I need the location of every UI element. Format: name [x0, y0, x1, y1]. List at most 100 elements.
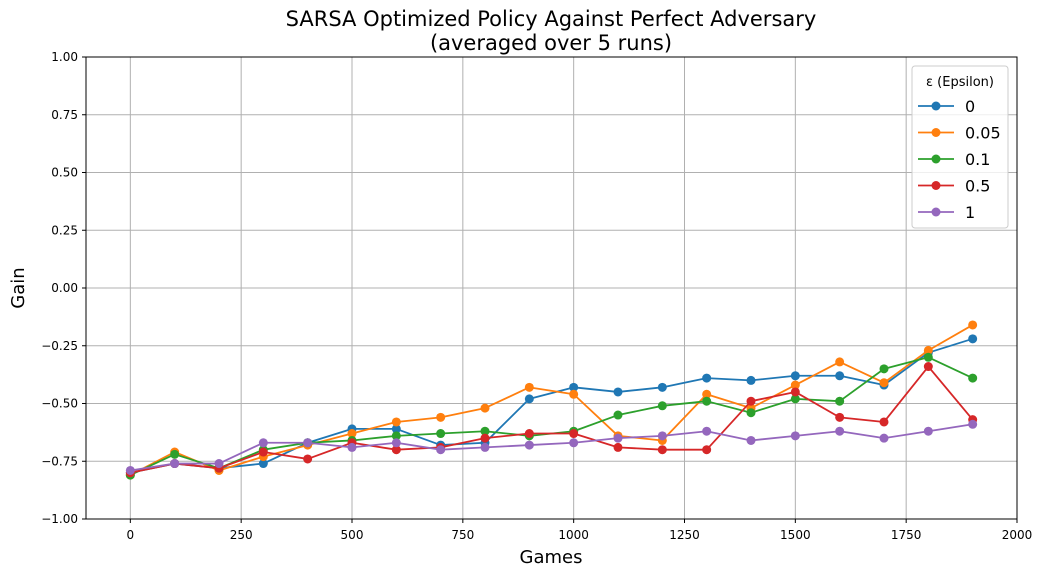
data-point: [125, 465, 135, 475]
legend-marker: [931, 128, 941, 137]
data-point: [657, 431, 667, 441]
data-point: [746, 408, 756, 418]
data-point: [879, 378, 889, 388]
legend-marker: [931, 154, 941, 164]
legend-entry: 1: [918, 203, 975, 222]
series-line: [129, 356, 974, 476]
legend-label: 1: [965, 203, 975, 222]
data-point: [613, 442, 623, 452]
data-point: [835, 357, 845, 367]
data-point: [524, 394, 534, 404]
data-point: [524, 429, 534, 439]
data-point: [746, 375, 756, 385]
data-point: [613, 387, 623, 397]
data-point: [569, 429, 579, 439]
data-point: [968, 373, 978, 383]
data-point: [879, 433, 889, 443]
data-point: [347, 429, 357, 439]
data-point: [569, 438, 579, 448]
data-point: [790, 371, 800, 381]
data-point: [436, 429, 446, 439]
y-tick-label: −1.00: [41, 512, 78, 526]
data-point: [923, 362, 933, 372]
data-point: [923, 345, 933, 355]
data-point: [702, 396, 712, 406]
data-point: [258, 438, 268, 448]
y-tick-label: 0.25: [51, 223, 78, 237]
y-tick-label: −0.50: [41, 397, 78, 411]
legend-entry: 0.5: [918, 177, 990, 196]
data-point: [258, 447, 268, 457]
legend-entry: 0.05: [918, 124, 1001, 143]
series-line: [129, 324, 974, 476]
data-point: [835, 371, 845, 381]
data-point: [613, 433, 623, 443]
data-point: [835, 412, 845, 422]
data-point: [214, 459, 224, 469]
series-0.5: [125, 362, 978, 478]
data-point: [835, 396, 845, 406]
ticks: 0 250 500 750 1000 1250 1500 1750 2000 −1.00 −0.75…: [41, 50, 1032, 542]
data-point: [657, 382, 667, 392]
legend-marker: [931, 101, 941, 111]
legend-box: [911, 65, 1009, 229]
data-point: [790, 431, 800, 441]
y-tick-label: 0.75: [51, 108, 78, 122]
data-point: [702, 445, 712, 455]
data-point: [436, 445, 446, 455]
x-tick-label: 500: [341, 528, 364, 542]
data-point: [968, 419, 978, 429]
x-tick-label: 1000: [558, 528, 589, 542]
data-point: [923, 426, 933, 436]
data-point: [569, 389, 579, 399]
data-point: [657, 401, 667, 411]
legend: ε (Epsilon) 0 0.05 0.1 0.5 1: [911, 65, 1009, 229]
data-point: [170, 449, 180, 459]
data-point: [391, 424, 401, 434]
data-point: [303, 438, 313, 448]
data-point: [391, 445, 401, 455]
data-point: [480, 442, 490, 452]
legend-marker: [931, 207, 941, 217]
y-tick-label: 1.00: [51, 50, 78, 64]
data-point: [391, 417, 401, 427]
data-point: [480, 426, 490, 436]
data-point: [391, 438, 401, 448]
data-point: [702, 426, 712, 436]
legend-title: ε (Epsilon): [926, 75, 994, 90]
data-point: [746, 396, 756, 406]
x-axis-title: Games: [520, 547, 583, 568]
x-tick-label: 0: [127, 528, 135, 542]
data-point: [170, 459, 180, 469]
x-tick-label: 1750: [891, 528, 922, 542]
legend-label: 0: [965, 97, 975, 116]
data-point: [923, 352, 933, 362]
y-tick-label: −0.25: [41, 339, 78, 353]
series-line: [130, 423, 973, 472]
series-line: [130, 337, 973, 474]
data-point: [436, 412, 446, 422]
x-tick-label: 750: [451, 528, 474, 542]
y-tick-label: 0.50: [51, 166, 78, 180]
x-tick-label: 1250: [669, 528, 700, 542]
grid: [86, 56, 1018, 520]
series-1: [125, 419, 978, 475]
data-point: [879, 364, 889, 374]
data-point: [524, 382, 534, 392]
data-point: [835, 426, 845, 436]
data-point: [391, 431, 401, 441]
chart-subtitle: (averaged over 5 runs): [430, 31, 672, 55]
data-point: [480, 433, 490, 443]
data-point: [347, 442, 357, 452]
x-tick-label: 1500: [780, 528, 811, 542]
series-layer: [125, 320, 978, 480]
data-point: [613, 410, 623, 420]
data-point: [879, 417, 889, 427]
data-point: [790, 394, 800, 404]
data-point: [657, 445, 667, 455]
x-tick-label: 250: [230, 528, 253, 542]
y-tick-label: −0.75: [41, 454, 78, 468]
data-point: [524, 440, 534, 450]
y-axis-title: Gain: [8, 267, 29, 308]
data-point: [569, 382, 579, 392]
